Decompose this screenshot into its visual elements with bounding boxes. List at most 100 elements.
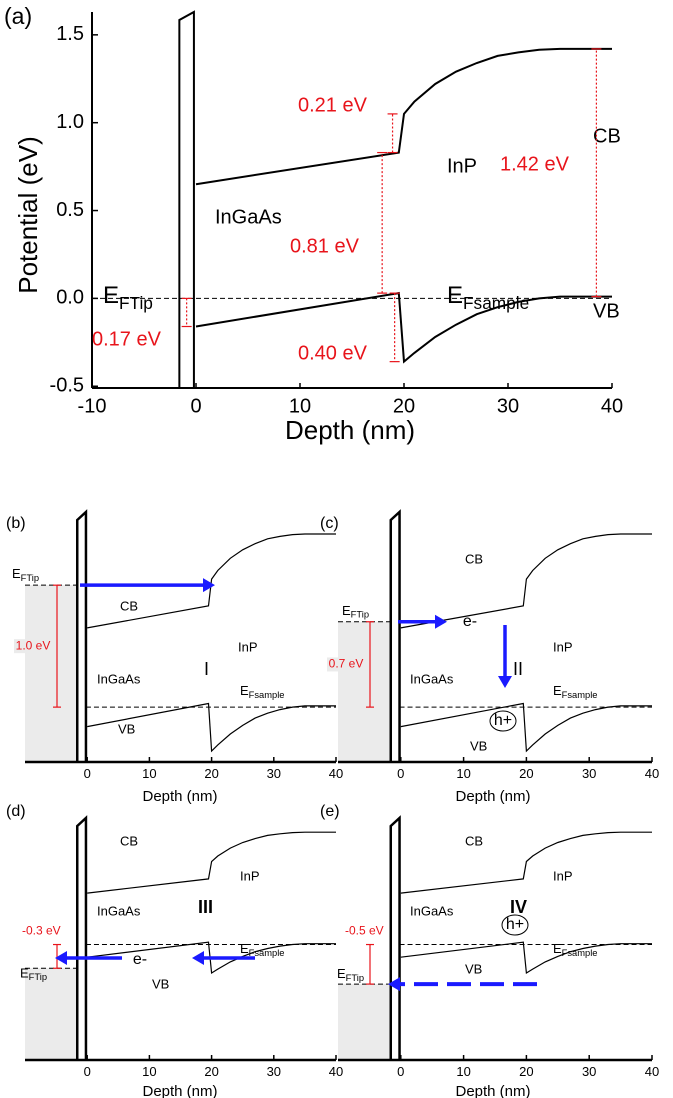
stage-label: III <box>198 897 213 917</box>
difference-label: 0.40 eV <box>298 342 368 364</box>
band-label: VB <box>593 300 620 322</box>
fermi-tip-label: EFTip <box>20 966 47 983</box>
band-edge-line <box>400 533 652 629</box>
region-label: InP <box>238 639 258 654</box>
x-tick-label: 10 <box>142 766 156 781</box>
fermi-sample-label: EFsample <box>240 683 285 700</box>
y-tick-label: -0.5 <box>50 375 84 397</box>
x-tick-label: 40 <box>329 766 343 781</box>
fermi-tip-label: EFTip <box>337 967 364 984</box>
band-edge-line <box>87 831 336 894</box>
tip-region <box>25 585 78 762</box>
x-tick-label: 30 <box>582 766 596 781</box>
band-edge-line <box>87 941 336 975</box>
arrow-head <box>55 951 67 965</box>
x-tick-label: 0 <box>397 1064 404 1079</box>
fermi-tip-label: EFTip <box>103 282 153 312</box>
region-label: InGaAs <box>410 671 454 686</box>
x-tick-label: 10 <box>456 766 470 781</box>
fermi-subscript: FTip <box>21 574 39 584</box>
tip-barrier <box>75 509 88 762</box>
band-edge-line <box>87 702 336 753</box>
carrier-label: e- <box>463 613 477 630</box>
x-tick-label: 40 <box>645 766 659 781</box>
fermi-symbol: E <box>337 967 346 982</box>
x-tick-label: 30 <box>497 395 519 417</box>
tip-barrier <box>389 815 401 1060</box>
fermi-tip-label: EFTip <box>12 567 39 584</box>
y-tick-label: 0.0 <box>56 287 84 309</box>
x-tick-label: 20 <box>204 766 218 781</box>
band-label: CB <box>593 125 621 147</box>
difference-label: 0.81 eV <box>290 235 360 257</box>
fermi-subscript: Fsample <box>249 948 285 958</box>
region-label: InP <box>447 155 477 177</box>
y-tick-label: 0.5 <box>56 199 84 221</box>
panel-label: (b) <box>6 515 26 532</box>
tip-bias-label: -0.3 eV <box>22 924 61 938</box>
fermi-symbol: E <box>20 966 29 981</box>
panel-label: (d) <box>6 803 26 820</box>
panel-label: (a) <box>4 3 32 29</box>
x-tick-label: 10 <box>456 1064 470 1079</box>
x-tick-label: 10 <box>289 395 311 417</box>
fermi-subscript: Fsample <box>249 690 285 700</box>
band-label: CB <box>465 833 483 848</box>
band-edge-line <box>195 47 612 186</box>
fermi-tip-label: EFTip <box>342 603 369 620</box>
difference-label: 1.42 eV <box>500 153 570 175</box>
x-tick-label: 40 <box>645 1064 659 1079</box>
stage-label: II <box>513 659 523 679</box>
arrow-head <box>192 951 204 965</box>
x-tick-label: 20 <box>519 766 533 781</box>
tip-bias-label-bg <box>14 639 52 654</box>
region-label: InGaAs <box>97 903 141 918</box>
stage-label: IV <box>510 897 527 917</box>
arrow-head <box>435 614 447 629</box>
x-axis-title: Depth (nm) <box>455 788 530 805</box>
tip-barrier <box>178 10 195 388</box>
tip-barrier <box>75 815 88 1060</box>
arrow-head <box>203 578 215 593</box>
fermi-symbol: E <box>240 941 249 956</box>
x-axis-title: Depth (nm) <box>142 1083 217 1098</box>
x-axis-title: Depth (nm) <box>455 1083 530 1098</box>
x-tick-label: 20 <box>393 395 415 417</box>
tip-region <box>338 984 391 1060</box>
band-label: VB <box>465 961 482 976</box>
x-axis-title: Depth (nm) <box>142 788 217 805</box>
fermi-symbol: E <box>12 567 21 582</box>
panel-label: (e) <box>320 803 340 820</box>
tip-bias-label-bg <box>327 657 365 672</box>
difference-label: 0.17 eV <box>92 328 162 350</box>
fermi-symbol: E <box>342 603 351 618</box>
tip-bias-label: -0.5 eV <box>345 924 384 938</box>
fermi-sample-label: EFsample <box>553 941 598 958</box>
carrier-circle <box>501 914 529 936</box>
tip-barrier <box>389 509 401 762</box>
panel-label: (c) <box>320 515 339 532</box>
x-tick-label: 10 <box>142 1064 156 1079</box>
carrier-label: e- <box>133 951 147 968</box>
y-tick-label: 1.0 <box>56 111 84 133</box>
y-tick-label: 1.5 <box>56 23 84 45</box>
fermi-symbol: E <box>553 941 562 956</box>
arrow-head <box>388 977 400 992</box>
x-tick-label: 30 <box>582 1064 596 1079</box>
fermi-symbol: E <box>553 683 562 698</box>
fermi-subscript: FTip <box>351 610 369 620</box>
stage-label: I <box>204 659 209 679</box>
x-tick-label: 0 <box>397 766 404 781</box>
tip-region <box>338 621 391 762</box>
fermi-subscript: Fsample <box>562 948 598 958</box>
fermi-symbol: E <box>240 683 249 698</box>
region-label: InP <box>240 868 260 883</box>
region-label: InGaAs <box>97 671 141 686</box>
y-axis-title: Potential (eV) <box>13 136 43 294</box>
fermi-symbol: E <box>447 282 463 309</box>
fermi-symbol: E <box>103 282 119 309</box>
region-label: InP <box>553 868 573 883</box>
band-label: CB <box>120 833 138 848</box>
band-edge-line <box>400 702 652 753</box>
